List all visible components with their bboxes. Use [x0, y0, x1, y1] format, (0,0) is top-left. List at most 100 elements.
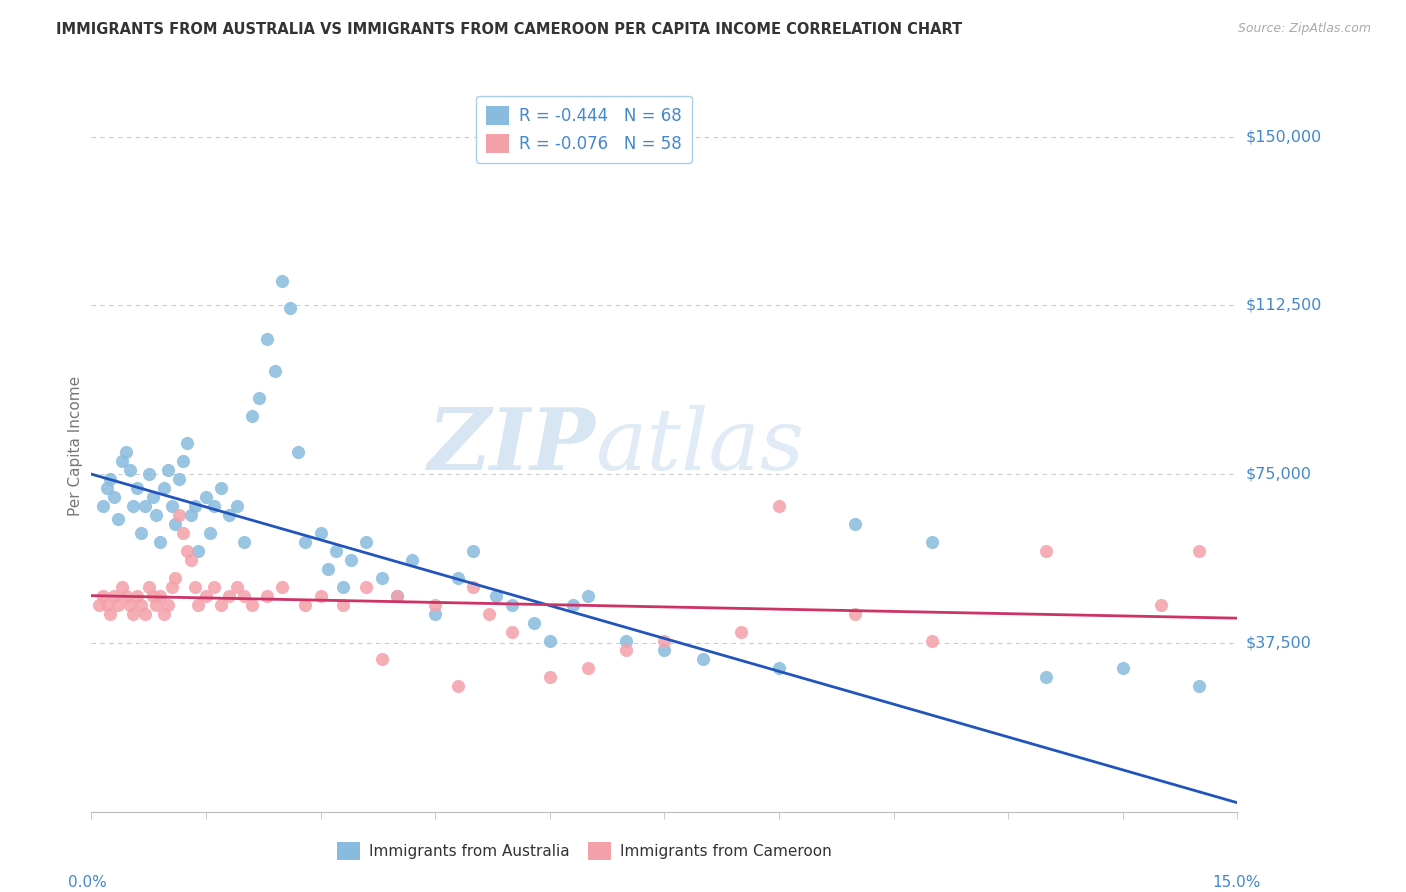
Point: [1150, 598, 1173, 612]
Point: [730, 624, 752, 639]
Point: [129, 525, 152, 540]
Text: Source: ZipAtlas.com: Source: ZipAtlas.com: [1237, 22, 1371, 36]
Point: [844, 607, 866, 621]
Point: [538, 670, 561, 684]
Point: [576, 589, 599, 603]
Point: [198, 525, 221, 540]
Point: [209, 598, 232, 612]
Point: [194, 589, 217, 603]
Point: [153, 481, 176, 495]
Point: [129, 598, 152, 612]
Point: [385, 589, 408, 603]
Point: [325, 543, 347, 558]
Point: [385, 589, 408, 603]
Point: [103, 589, 125, 603]
Point: [118, 462, 141, 476]
Point: [401, 552, 423, 566]
Point: [225, 499, 247, 513]
Point: [134, 607, 156, 621]
Point: [921, 633, 943, 648]
Point: [1188, 543, 1211, 558]
Point: [107, 598, 129, 612]
Point: [96, 481, 118, 495]
Point: [107, 512, 129, 526]
Point: [114, 589, 136, 603]
Point: [316, 562, 339, 576]
Point: [340, 552, 363, 566]
Point: [294, 598, 316, 612]
Point: [652, 633, 675, 648]
Point: [156, 462, 179, 476]
Point: [149, 589, 172, 603]
Point: [463, 543, 485, 558]
Point: [87, 598, 110, 612]
Point: [263, 363, 285, 377]
Point: [447, 679, 470, 693]
Point: [134, 499, 156, 513]
Point: [160, 499, 183, 513]
Point: [111, 580, 134, 594]
Point: [176, 543, 198, 558]
Point: [844, 516, 866, 531]
Point: [240, 598, 263, 612]
Point: [96, 598, 118, 612]
Point: [91, 499, 114, 513]
Point: [271, 580, 294, 594]
Point: [176, 435, 198, 450]
Point: [921, 534, 943, 549]
Point: [1035, 543, 1057, 558]
Point: [240, 409, 263, 423]
Text: atlas: atlas: [596, 405, 804, 487]
Point: [218, 589, 240, 603]
Point: [156, 598, 179, 612]
Point: [1188, 679, 1211, 693]
Y-axis label: Per Capita Income: Per Capita Income: [67, 376, 83, 516]
Point: [768, 661, 790, 675]
Point: [501, 624, 523, 639]
Point: [149, 534, 172, 549]
Point: [187, 543, 209, 558]
Point: [202, 580, 225, 594]
Text: IMMIGRANTS FROM AUSTRALIA VS IMMIGRANTS FROM CAMEROON PER CAPITA INCOME CORRELAT: IMMIGRANTS FROM AUSTRALIA VS IMMIGRANTS …: [56, 22, 963, 37]
Point: [332, 598, 354, 612]
Point: [356, 580, 378, 594]
Point: [278, 301, 301, 315]
Text: $150,000: $150,000: [1246, 129, 1322, 144]
Point: [167, 508, 190, 522]
Point: [100, 607, 122, 621]
Point: [478, 607, 501, 621]
Point: [141, 490, 163, 504]
Point: [138, 467, 160, 482]
Point: [172, 525, 194, 540]
Point: [538, 633, 561, 648]
Text: $37,500: $37,500: [1246, 635, 1312, 650]
Point: [523, 615, 546, 630]
Point: [145, 508, 167, 522]
Point: [271, 274, 294, 288]
Point: [167, 472, 190, 486]
Point: [183, 580, 205, 594]
Point: [218, 508, 240, 522]
Point: [103, 490, 125, 504]
Point: [256, 589, 278, 603]
Text: $75,000: $75,000: [1246, 467, 1312, 482]
Point: [423, 607, 446, 621]
Point: [122, 607, 145, 621]
Point: [202, 499, 225, 513]
Point: [370, 651, 392, 665]
Point: [233, 589, 256, 603]
Point: [153, 607, 176, 621]
Point: [423, 598, 446, 612]
Point: [209, 481, 232, 495]
Point: [122, 499, 145, 513]
Point: [165, 571, 187, 585]
Point: [614, 633, 637, 648]
Point: [165, 516, 187, 531]
Point: [652, 642, 675, 657]
Point: [309, 589, 332, 603]
Text: ZIP: ZIP: [427, 404, 596, 488]
Point: [187, 598, 209, 612]
Point: [100, 472, 122, 486]
Point: [294, 534, 316, 549]
Point: [485, 589, 508, 603]
